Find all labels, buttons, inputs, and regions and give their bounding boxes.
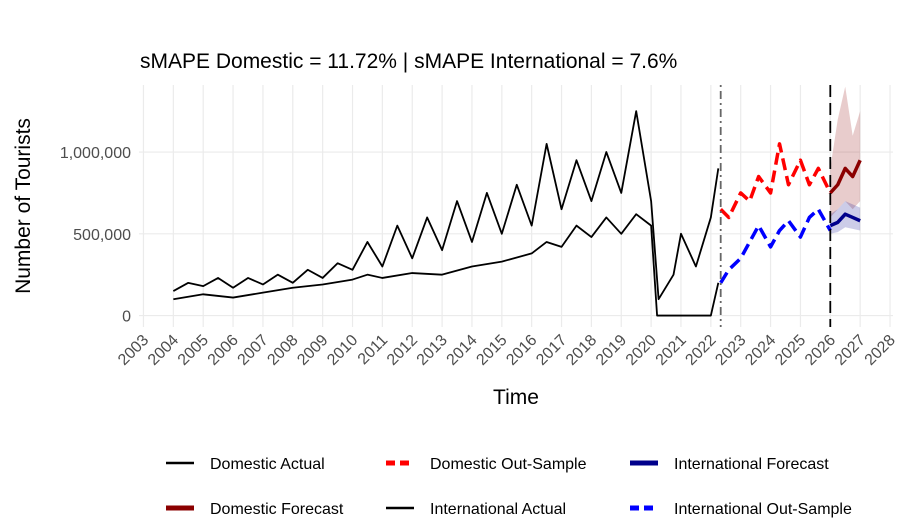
legend-label: Domestic Forecast xyxy=(210,501,344,518)
legend-label: International Actual xyxy=(430,501,566,518)
chart-title: sMAPE Domestic = 11.72% | sMAPE Internat… xyxy=(140,50,677,73)
series-line xyxy=(719,142,832,220)
x-tick-label: 2021 xyxy=(653,332,690,369)
x-tick-label: 2013 xyxy=(414,332,451,369)
x-tick-label: 2025 xyxy=(772,332,809,369)
x-tick-label: 2028 xyxy=(862,332,899,369)
x-tick-label: 2023 xyxy=(712,332,749,369)
series-line xyxy=(829,212,861,228)
series-line xyxy=(828,159,862,195)
y-tick-label: 1,000,000 xyxy=(60,145,131,162)
legend-label: Domestic Out-Sample xyxy=(430,456,587,473)
legend-item: Domestic Forecast xyxy=(166,501,344,518)
legend-item: International Out-Sample xyxy=(630,501,852,518)
x-tick-label: 2007 xyxy=(235,332,272,369)
x-tick-label: 2016 xyxy=(503,332,540,369)
x-tick-label: 2015 xyxy=(473,332,510,369)
x-tick-label: 2020 xyxy=(623,332,660,369)
x-tick-label: 2018 xyxy=(563,332,600,369)
x-tick-label: 2004 xyxy=(145,332,182,369)
x-tick-label: 2010 xyxy=(324,332,361,369)
x-tick-label: 2008 xyxy=(264,332,301,369)
x-axis-label: Time xyxy=(493,386,539,409)
forecast-interval xyxy=(830,201,861,234)
x-tick-label: 2003 xyxy=(115,332,152,369)
series-line xyxy=(172,110,720,301)
x-tick-label: 2011 xyxy=(355,332,391,368)
forecast-interval xyxy=(830,86,861,218)
y-tick-label: 0 xyxy=(122,309,131,326)
y-axis-label: Number of Tourists xyxy=(12,118,35,294)
x-tick-label: 2009 xyxy=(294,332,331,369)
x-tick-label: 2005 xyxy=(175,332,212,369)
x-tick-label: 2022 xyxy=(682,332,719,369)
x-tick-label: 2014 xyxy=(444,332,481,369)
legend-item: Domestic Out-Sample xyxy=(386,456,587,473)
legend-item: International Forecast xyxy=(630,456,829,473)
series-line xyxy=(719,207,832,284)
legend-label: Domestic Actual xyxy=(210,456,325,473)
x-tick-label: 2017 xyxy=(533,332,570,369)
y-tick-label: 500,000 xyxy=(73,227,131,244)
legend-item: Domestic Actual xyxy=(166,456,325,473)
x-tick-label: 2019 xyxy=(593,332,630,369)
series-line xyxy=(173,213,720,317)
x-tick-label: 2024 xyxy=(742,332,779,369)
x-tick-label: 2027 xyxy=(832,332,869,369)
x-tick-label: 2026 xyxy=(802,332,839,369)
x-tick-label: 2012 xyxy=(384,332,421,369)
legend-label: International Out-Sample xyxy=(674,501,852,518)
legend-item: International Actual xyxy=(386,501,566,518)
x-tick-label: 2006 xyxy=(205,332,242,369)
legend-label: International Forecast xyxy=(674,456,829,473)
